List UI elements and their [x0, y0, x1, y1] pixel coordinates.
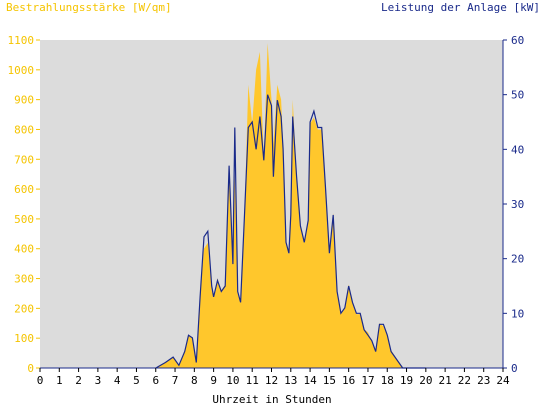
x-tick-label: 5	[133, 374, 140, 387]
right-tick-label: 40	[511, 143, 524, 156]
x-tick-label: 19	[400, 374, 413, 387]
left-tick-label: 1100	[8, 34, 35, 47]
x-tick-label: 2	[75, 374, 82, 387]
right-tick-label: 10	[511, 307, 524, 320]
x-tick-label: 10	[226, 374, 239, 387]
x-tick-label: 15	[323, 374, 336, 387]
x-tick-label: 12	[265, 374, 278, 387]
right-axis-label: Leistung der Anlage [kW]	[381, 1, 540, 14]
x-tick-label: 11	[246, 374, 259, 387]
x-tick-label: 23	[477, 374, 490, 387]
x-tick-label: 7	[172, 374, 179, 387]
left-tick-label: 700	[14, 153, 34, 166]
power-line	[155, 94, 426, 369]
right-tick-label: 0	[511, 362, 518, 375]
x-tick-label: 3	[95, 374, 102, 387]
x-tick-label: 22	[458, 374, 471, 387]
x-axis-label: Uhrzeit in Stunden	[212, 393, 332, 406]
left-tick-label: 1000	[8, 64, 35, 77]
x-tick-label: 9	[210, 374, 217, 387]
x-tick-label: 18	[381, 374, 394, 387]
left-tick-label: 900	[14, 94, 34, 107]
left-tick-label: 600	[14, 183, 34, 196]
left-tick-label: 100	[14, 332, 34, 345]
x-tick-label: 21	[439, 374, 452, 387]
x-tick-label: 20	[419, 374, 432, 387]
x-tick-label: 24	[496, 374, 510, 387]
x-tick-label: 14	[303, 374, 317, 387]
right-tick-label: 20	[511, 253, 524, 266]
left-tick-label: 200	[14, 302, 34, 315]
left-tick-label: 800	[14, 123, 34, 136]
right-tick-label: 50	[511, 89, 524, 102]
x-tick-label: 1	[56, 374, 63, 387]
x-tick-label: 16	[342, 374, 355, 387]
x-tick-label: 4	[114, 374, 121, 387]
right-tick-label: 60	[511, 34, 524, 47]
right-tick-label: 30	[511, 198, 524, 211]
left-axis-label: Bestrahlungsstärke [W/qm]	[6, 1, 172, 14]
left-tick-label: 400	[14, 243, 34, 256]
irradiance-area	[155, 43, 426, 368]
left-tick-label: 300	[14, 273, 34, 286]
x-tick-label: 6	[152, 374, 159, 387]
x-tick-label: 0	[37, 374, 44, 387]
x-tick-label: 8	[191, 374, 198, 387]
x-tick-label: 13	[284, 374, 297, 387]
left-tick-label: 500	[14, 213, 34, 226]
x-tick-label: 17	[361, 374, 374, 387]
left-tick-label: 0	[27, 362, 34, 375]
